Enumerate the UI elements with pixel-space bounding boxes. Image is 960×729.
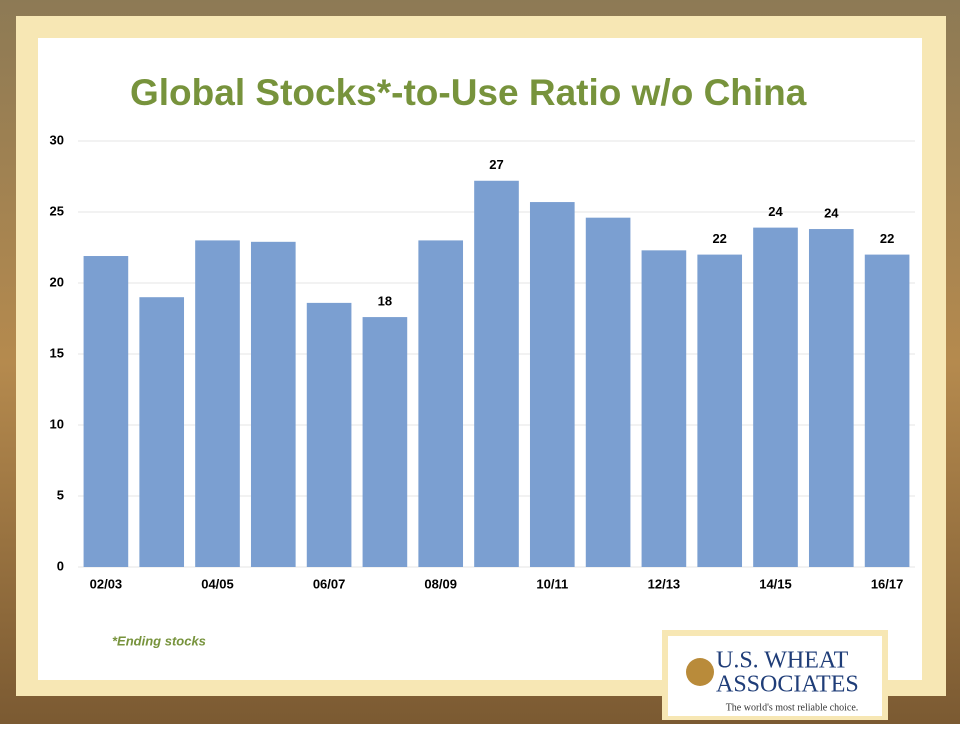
- y-tick-label: 25: [50, 203, 64, 218]
- y-tick-label: 30: [50, 132, 64, 147]
- x-tick-label: 02/03: [90, 576, 123, 591]
- bar: [306, 302, 352, 567]
- logo-icon: [686, 658, 714, 686]
- bar: [585, 217, 631, 567]
- bar: [250, 241, 296, 567]
- bar: [641, 250, 687, 567]
- value-label: 27: [489, 157, 503, 172]
- bar: [83, 256, 129, 567]
- value-label: 22: [880, 231, 894, 246]
- y-tick-label: 5: [57, 487, 64, 502]
- logo-line1: U.S. WHEAT: [716, 648, 849, 674]
- value-label: 18: [378, 294, 392, 309]
- bar: [529, 202, 575, 567]
- y-tick-label: 20: [50, 274, 64, 289]
- logo-line2: ASSOCIATES: [716, 672, 859, 698]
- bar: [753, 227, 798, 567]
- y-tick-label: 0: [57, 558, 64, 573]
- y-tick-label: 15: [50, 345, 64, 360]
- x-tick-label: 14/15: [759, 576, 792, 591]
- footnote: *Ending stocks: [112, 633, 206, 648]
- bar: [139, 297, 185, 567]
- x-tick-label: 08/09: [424, 576, 457, 591]
- x-tick-label: 04/05: [201, 576, 234, 591]
- bar: [474, 180, 519, 567]
- value-label: 24: [824, 205, 839, 220]
- value-label: 22: [712, 231, 726, 246]
- x-tick-label: 10/11: [536, 576, 568, 591]
- bar: [697, 254, 743, 567]
- x-tick-label: 16/17: [871, 576, 904, 591]
- x-tick-label: 12/13: [648, 576, 681, 591]
- logo-tagline: The world's most reliable choice.: [726, 702, 859, 713]
- bar: [418, 240, 464, 567]
- value-label: 24: [768, 204, 783, 219]
- bar: [362, 317, 408, 567]
- chart-title: Global Stocks*-to-Use Ratio w/o China: [130, 72, 807, 113]
- bar: [195, 240, 240, 567]
- x-tick-label: 06/07: [313, 576, 346, 591]
- y-tick-label: 10: [50, 416, 64, 431]
- bar: [808, 229, 854, 568]
- bar: [864, 254, 910, 567]
